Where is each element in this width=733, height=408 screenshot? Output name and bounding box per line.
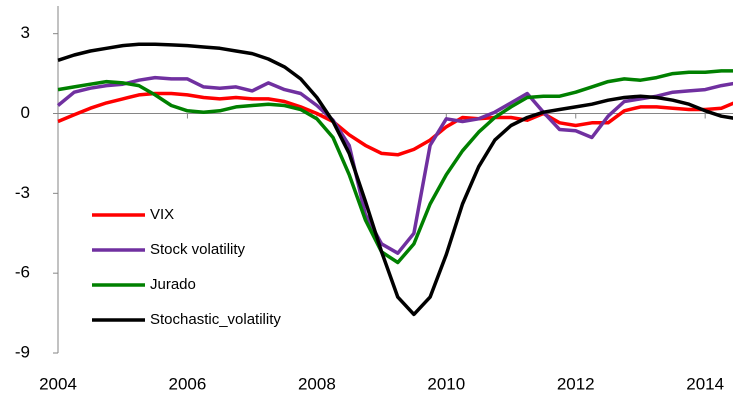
legend-label: Stock volatility (150, 241, 246, 258)
line-series (57, 42, 733, 317)
legend-label: Jurado (150, 276, 196, 293)
legend-label: Stochastic_volatility (150, 311, 281, 328)
x-tick-label: 2004 (39, 374, 77, 393)
y-tick-label: -3 (15, 183, 30, 202)
x-tick-label: 2006 (169, 374, 207, 393)
y-tick-label: -6 (15, 263, 30, 282)
x-tick-label: 2014 (686, 374, 724, 393)
y-tick-label: 0 (21, 103, 30, 122)
line-series (56, 75, 733, 255)
y-tick-label: 3 (21, 23, 30, 42)
x-tick-label: 2010 (427, 374, 465, 393)
x-tick-label: 2012 (557, 374, 595, 393)
legend-label: VIX (150, 206, 174, 223)
x-tick-label: 2008 (298, 374, 336, 393)
line-series (57, 69, 733, 265)
y-tick-label: -9 (15, 342, 30, 361)
line-series (57, 91, 733, 157)
